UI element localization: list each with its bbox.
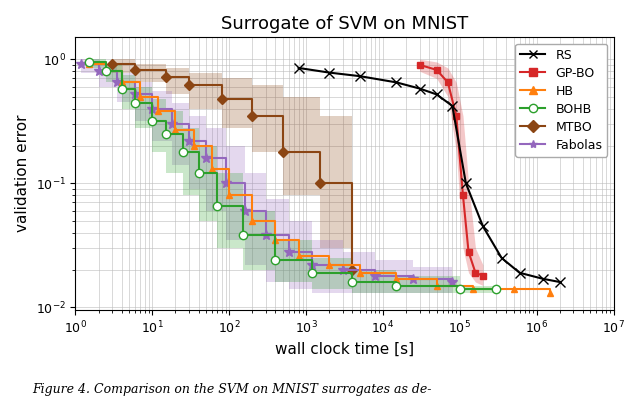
RS [416,86,424,91]
GP-BO [472,270,479,275]
BOHB [85,60,93,64]
BOHB [118,86,125,91]
Legend: RS, GP-BO, HB, BOHB, MTBO, Fabolas: RS, GP-BO, HB, BOHB, MTBO, Fabolas [515,44,607,156]
BOHB [456,287,463,292]
Fabolas [339,268,346,272]
GP-BO [433,68,440,72]
Line: GP-BO: GP-BO [416,61,486,279]
HB [295,254,303,258]
RS [479,224,487,229]
BOHB [131,101,139,106]
HB [509,287,517,292]
BOHB [102,69,110,74]
RS [498,256,506,260]
MTBO [108,61,116,66]
BOHB [308,270,316,275]
Fabolas [449,280,456,284]
Fabolas [222,181,230,186]
Line: Fabolas: Fabolas [77,59,457,287]
GP-BO [444,80,452,85]
RS [539,276,547,281]
BOHB [195,171,202,176]
GP-BO [416,62,424,67]
HB [325,262,333,267]
HB [433,283,440,288]
RS [449,104,456,108]
BOHB [348,280,356,284]
RS [325,70,333,75]
HB [547,291,554,296]
Line: MTBO: MTBO [109,60,356,274]
HB [356,270,364,275]
BOHB [162,132,170,136]
Text: Figure 4. Comparison on the SVM on MNIST surrogates as de-: Figure 4. Comparison on the SVM on MNIST… [32,383,431,396]
BOHB [271,258,279,262]
MTBO [348,268,356,272]
Fabolas [113,80,121,85]
HB [85,61,93,66]
BOHB [179,149,187,154]
RS [356,74,364,78]
Fabolas [168,122,176,126]
GP-BO [459,193,467,198]
MTBO [279,149,287,154]
BOHB [392,283,400,288]
RS [295,66,303,70]
Fabolas [285,250,293,254]
HB [470,287,477,292]
MTBO [162,74,170,79]
HB [271,238,279,242]
RS [462,181,470,186]
GP-BO [452,113,460,118]
Fabolas [95,69,102,74]
HB [118,80,125,85]
MTBO [248,113,256,118]
Line: HB: HB [85,60,554,297]
GP-BO [465,250,472,254]
HB [248,218,256,223]
Fabolas [185,138,193,143]
BOHB [493,287,500,292]
RS [433,92,440,97]
HB [172,127,179,132]
Fabolas [77,61,85,66]
Fabolas [262,233,269,238]
RS [516,270,524,275]
Fabolas [372,273,380,278]
BOHB [148,118,156,123]
HB [225,193,233,198]
RS [556,280,564,284]
MTBO [185,82,193,87]
GP-BO [479,273,487,278]
HB [154,109,162,114]
MTBO [218,96,225,101]
Y-axis label: validation error: validation error [15,115,30,232]
HB [102,69,110,74]
Fabolas [131,92,139,97]
HB [136,94,144,99]
Line: BOHB: BOHB [84,58,500,293]
MTBO [316,181,323,186]
Fabolas [148,106,156,111]
Fabolas [241,208,249,213]
X-axis label: wall clock time [s]: wall clock time [s] [275,342,414,357]
BOHB [239,233,246,238]
Fabolas [308,262,316,267]
Fabolas [202,156,210,160]
RS [392,80,400,85]
BOHB [213,204,221,209]
Title: Surrogate of SVM on MNIST: Surrogate of SVM on MNIST [221,15,468,33]
MTBO [131,68,139,72]
HB [208,167,216,172]
HB [392,276,400,281]
Fabolas [410,276,417,281]
Line: RS: RS [294,63,564,287]
HB [190,144,198,148]
